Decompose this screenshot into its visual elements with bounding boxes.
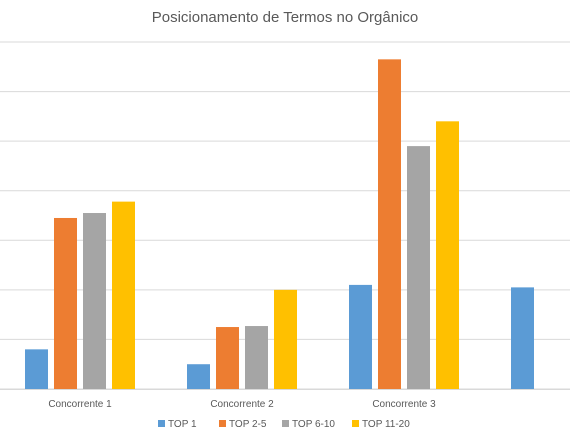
bars: [25, 59, 534, 390]
bar-top-2-5-concorrente-3: [378, 59, 401, 389]
x-tick-label: Concorrente 3: [372, 399, 436, 410]
legend-swatch: [158, 420, 165, 427]
x-axis: Concorrente 1 Concorrente 2 Concorrente 3: [48, 399, 436, 410]
bar-top-11-20-concorrente-1: [112, 201, 135, 389]
bar-top-6-10-concorrente-1: [83, 213, 106, 389]
legend-label: TOP 6-10: [292, 419, 335, 430]
legend-label: TOP 11-20: [362, 419, 410, 430]
bar-top-6-10-concorrente-3: [407, 146, 430, 389]
chart-title: Posicionamento de Termos no Orgânico: [152, 9, 419, 26]
legend-item: TOP 2-5: [219, 419, 267, 430]
bar-top-1-concorrente-2: [187, 364, 210, 389]
legend-swatch: [352, 420, 359, 427]
legend-label: TOP 2-5: [229, 419, 267, 430]
bar-top-11-20-concorrente-2: [274, 289, 297, 389]
x-tick-label: Concorrente 2: [210, 399, 274, 410]
legend: TOP 1 TOP 2-5 TOP 6-10 TOP 11-20: [158, 419, 410, 430]
bar-top-1-concorrente-3: [349, 284, 372, 389]
bar-top-2-5-concorrente-1: [54, 217, 77, 389]
legend-swatch: [282, 420, 289, 427]
legend-item: TOP 1: [158, 419, 197, 430]
legend-item: TOP 11-20: [352, 419, 410, 430]
legend-label: TOP 1: [168, 419, 197, 430]
bar-top-11-20-concorrente-3: [436, 121, 459, 390]
bar-top-2-5-concorrente-2: [216, 327, 239, 389]
x-tick-label: Concorrente 1: [48, 399, 112, 410]
legend-item: TOP 6-10: [282, 419, 335, 430]
bar-top-1-concorrente-1: [25, 349, 48, 389]
bar-top-1-cat-4: [511, 287, 534, 389]
legend-swatch: [219, 420, 226, 427]
bar-top-6-10-concorrente-2: [245, 326, 268, 389]
